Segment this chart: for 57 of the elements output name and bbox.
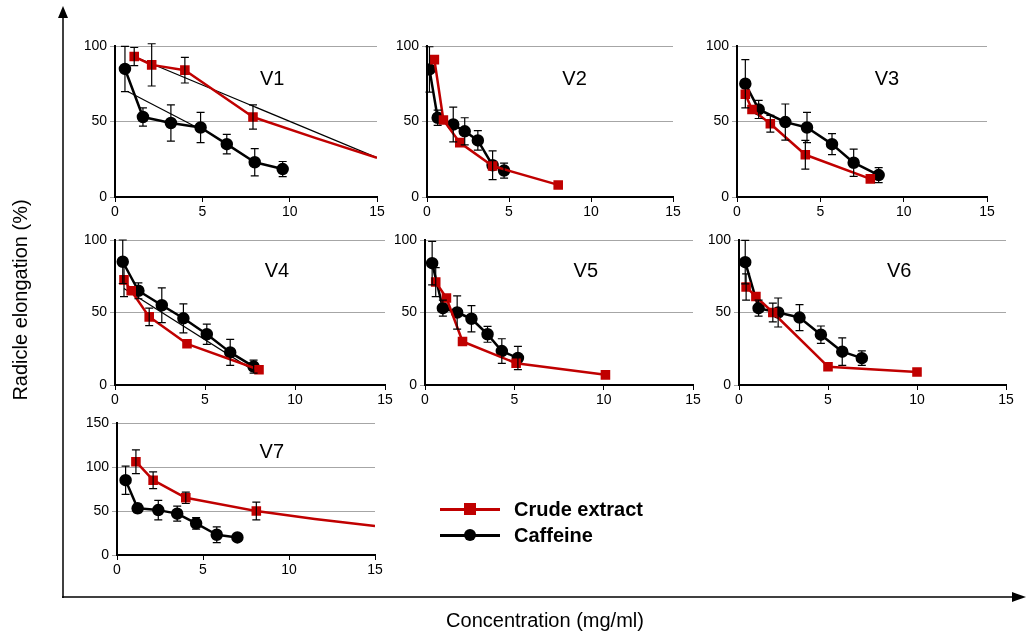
y-tick-label: 100 bbox=[707, 230, 732, 247]
y-tick-label: 0 bbox=[409, 375, 418, 392]
y-axis-title: Radicle elongation (%) bbox=[8, 199, 32, 401]
y-tick-label: 50 bbox=[715, 303, 732, 320]
text: V3 bbox=[874, 66, 900, 89]
y-tick-label: 0 bbox=[411, 187, 420, 204]
x-tick-label: 15 bbox=[979, 203, 995, 220]
x-tick-label: 10 bbox=[281, 561, 297, 578]
x-tick-label: 15 bbox=[685, 391, 701, 408]
y-tick-label: 50 bbox=[91, 303, 108, 320]
y-tick-label: 150 bbox=[85, 413, 110, 430]
x-tick-label: 5 bbox=[198, 203, 207, 220]
text: V4 bbox=[264, 259, 290, 282]
text: V7 bbox=[259, 439, 285, 462]
x-tick-label: 0 bbox=[113, 561, 122, 578]
x-tick-label: 5 bbox=[824, 391, 833, 408]
y-tick-label: 50 bbox=[93, 501, 110, 518]
y-tick-label: 100 bbox=[705, 36, 730, 53]
legend-label: Caffeine bbox=[514, 523, 593, 547]
y-tick-label: 50 bbox=[401, 303, 418, 320]
x-tick-label: 15 bbox=[367, 561, 383, 578]
x-tick-label: 5 bbox=[510, 391, 519, 408]
y-tick-label: 100 bbox=[85, 457, 110, 474]
y-tick-label: 50 bbox=[91, 112, 108, 129]
x-tick-label: 15 bbox=[369, 203, 385, 220]
y-tick-label: 50 bbox=[713, 112, 730, 129]
text: V2 bbox=[562, 66, 587, 89]
x-tick-label: 10 bbox=[583, 203, 599, 220]
x-tick-label: 10 bbox=[895, 203, 912, 220]
x-tick-label: 10 bbox=[287, 391, 303, 408]
y-tick-label: 50 bbox=[403, 112, 420, 129]
x-tick-label: 10 bbox=[595, 391, 612, 408]
y-tick-label: 100 bbox=[83, 230, 108, 247]
x-tick-label: 5 bbox=[816, 203, 825, 220]
y-tick-label: 0 bbox=[101, 545, 110, 562]
x-tick-label: 5 bbox=[199, 561, 208, 578]
y-tick-label: 100 bbox=[395, 36, 420, 53]
legend-label: Crude extract bbox=[514, 497, 643, 521]
text: V1 bbox=[259, 66, 285, 89]
text: V5 bbox=[573, 259, 599, 282]
y-tick-label: 0 bbox=[721, 187, 730, 204]
x-tick-label: 15 bbox=[377, 391, 393, 408]
x-tick-label: 15 bbox=[665, 203, 681, 220]
x-tick-label: 5 bbox=[201, 391, 210, 408]
x-tick-label: 0 bbox=[423, 203, 432, 220]
x-tick-label: 10 bbox=[281, 203, 298, 220]
y-tick-label: 0 bbox=[723, 375, 732, 392]
text: V6 bbox=[886, 259, 912, 282]
x-axis-title: Concentration (mg/ml) bbox=[446, 608, 644, 632]
y-tick-label: 0 bbox=[99, 375, 108, 392]
x-tick-label: 5 bbox=[505, 203, 514, 220]
x-tick-label: 10 bbox=[909, 391, 925, 408]
y-tick-label: 100 bbox=[83, 36, 108, 53]
x-tick-label: 0 bbox=[735, 391, 744, 408]
x-tick-label: 15 bbox=[998, 391, 1014, 408]
y-tick-label: 0 bbox=[99, 187, 108, 204]
y-tick-label: 100 bbox=[393, 230, 418, 247]
